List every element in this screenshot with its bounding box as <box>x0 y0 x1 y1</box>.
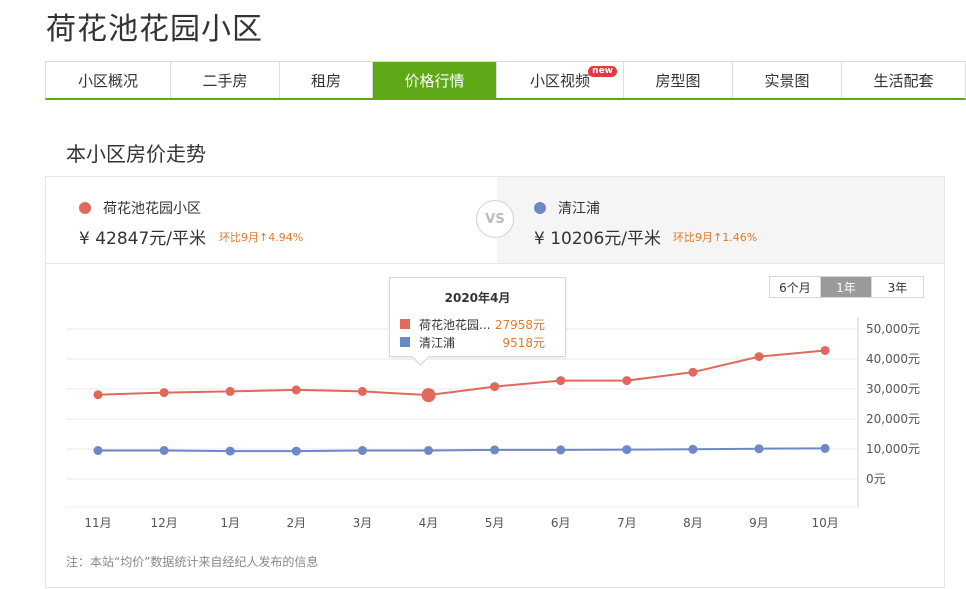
data-source-note: 注：本站“均价”数据统计来自经纪人发布的信息 <box>66 555 319 569</box>
data-point <box>556 445 566 455</box>
data-point <box>421 388 436 403</box>
data-point <box>688 367 698 377</box>
tooltip-title: 2020年4月 <box>444 291 511 305</box>
price-trend-panel: 荷花池花园小区 ¥ 42847元/平米 环比9月↑4.94% 清江浦 ¥ 102… <box>45 176 945 588</box>
data-point <box>357 446 367 455</box>
data-point <box>159 388 169 398</box>
vs-icon: VS <box>476 200 514 238</box>
tab-second-hand[interactable]: 二手房 <box>171 62 280 98</box>
series-dot-icon <box>79 202 91 214</box>
series-line <box>98 447 826 453</box>
tab-label: 房型图 <box>655 71 701 90</box>
district-change: 环比9月↑1.46% <box>673 231 758 244</box>
chart-tooltip: 2020年4月 荷花池花园... 27958元 清江浦 9518元 <box>389 277 566 357</box>
data-point <box>820 345 830 355</box>
tab-label: 租房 <box>310 71 341 90</box>
range-3-years[interactable]: 3年 <box>872 277 923 297</box>
x-tick-label: 8月 <box>683 516 703 530</box>
tab-amenities[interactable]: 生活配套 <box>842 62 965 98</box>
tab-floor-plan[interactable]: 房型图 <box>624 62 733 98</box>
y-tick-label: 20,000元 <box>866 412 920 426</box>
page-title: 荷花池花园小区 <box>46 12 263 47</box>
x-tick-label: 1月 <box>220 516 240 530</box>
tooltip-series-name: 荷花池花园... <box>419 318 491 332</box>
data-point <box>490 382 500 392</box>
time-range-selector: 6个月 1年 3年 <box>769 276 924 298</box>
tab-price[interactable]: 价格行情 <box>373 62 497 98</box>
community-change: 环比9月↑4.94% <box>219 231 304 244</box>
data-point <box>291 385 301 395</box>
tab-label: 实景图 <box>764 71 810 90</box>
tab-label: 生活配套 <box>873 71 934 90</box>
series-dot-icon <box>534 202 546 214</box>
x-tick-label: 5月 <box>485 516 505 530</box>
data-point <box>291 446 301 456</box>
tab-label: 小区视频 <box>529 71 590 90</box>
community-price: ¥ 42847元/平米 <box>79 229 207 249</box>
y-tick-label: 0元 <box>866 472 886 486</box>
y-tick-label: 30,000元 <box>866 382 920 396</box>
district-price: ¥ 10206元/平米 <box>534 229 662 249</box>
tab-bar: 小区概况 二手房 租房 价格行情 小区视频 new 房型图 实景图 生活配套 <box>45 61 966 100</box>
data-point <box>490 445 500 455</box>
data-point <box>357 386 367 396</box>
x-tick-label: 11月 <box>84 516 111 530</box>
data-point <box>622 445 632 455</box>
compare-left: 荷花池花园小区 ¥ 42847元/平米 环比9月↑4.94% <box>46 177 497 263</box>
tab-video[interactable]: 小区视频 new <box>497 62 624 98</box>
section-title: 本小区房价走势 <box>66 142 206 166</box>
x-tick-label: 7月 <box>617 516 637 530</box>
tab-photos[interactable]: 实景图 <box>733 62 842 98</box>
data-point <box>688 444 698 454</box>
data-point <box>93 390 103 400</box>
series-swatch-icon <box>400 319 410 329</box>
data-point <box>754 352 764 362</box>
x-tick-label: 3月 <box>353 516 373 530</box>
x-tick-label: 10月 <box>811 516 838 530</box>
community-name: 荷花池花园小区 <box>103 201 201 217</box>
data-point <box>754 444 764 454</box>
tab-overview[interactable]: 小区概况 <box>46 62 171 98</box>
y-tick-label: 40,000元 <box>866 352 920 366</box>
price-trend-chart[interactable]: 50,000元 40,000元 30,000元 20,000元 10,000元 0元 11月… <box>46 177 944 547</box>
data-point <box>159 446 169 455</box>
compare-right: 清江浦 ¥ 10206元/平米 环比9月↑1.46% <box>497 177 944 263</box>
data-point <box>556 376 566 386</box>
range-6-months[interactable]: 6个月 <box>770 277 821 297</box>
y-tick-label: 50,000元 <box>866 322 920 336</box>
x-tick-label: 4月 <box>419 516 439 530</box>
data-point <box>225 446 235 456</box>
tooltip-series-value: 9518元 <box>502 336 545 350</box>
tab-label: 价格行情 <box>404 71 465 90</box>
tooltip-series-value: 27958元 <box>494 318 545 332</box>
x-tick-label: 2月 <box>286 516 306 530</box>
tooltip-series-name: 清江浦 <box>419 336 456 350</box>
x-tick-label: 6月 <box>551 516 571 530</box>
x-tick-label: 12月 <box>150 516 177 530</box>
new-badge: new <box>588 66 617 77</box>
compare-bar: 荷花池花园小区 ¥ 42847元/平米 环比9月↑4.94% 清江浦 ¥ 102… <box>46 177 944 264</box>
data-point <box>93 446 103 455</box>
data-point <box>225 386 235 396</box>
series-line <box>97 349 826 397</box>
district-name: 清江浦 <box>558 201 600 217</box>
tooltip-row: 清江浦 9518元 <box>400 334 545 350</box>
x-tick-label: 9月 <box>749 516 769 530</box>
range-1-year[interactable]: 1年 <box>821 277 872 297</box>
y-tick-label: 10,000元 <box>866 442 920 456</box>
series-swatch-icon <box>400 337 410 347</box>
tab-label: 小区概况 <box>77 71 138 90</box>
data-point <box>622 376 632 386</box>
data-point <box>424 445 433 455</box>
tooltip-row: 荷花池花园... 27958元 <box>400 316 545 332</box>
data-point <box>820 443 830 453</box>
tab-rent[interactable]: 租房 <box>280 62 373 98</box>
tab-label: 二手房 <box>202 71 248 90</box>
